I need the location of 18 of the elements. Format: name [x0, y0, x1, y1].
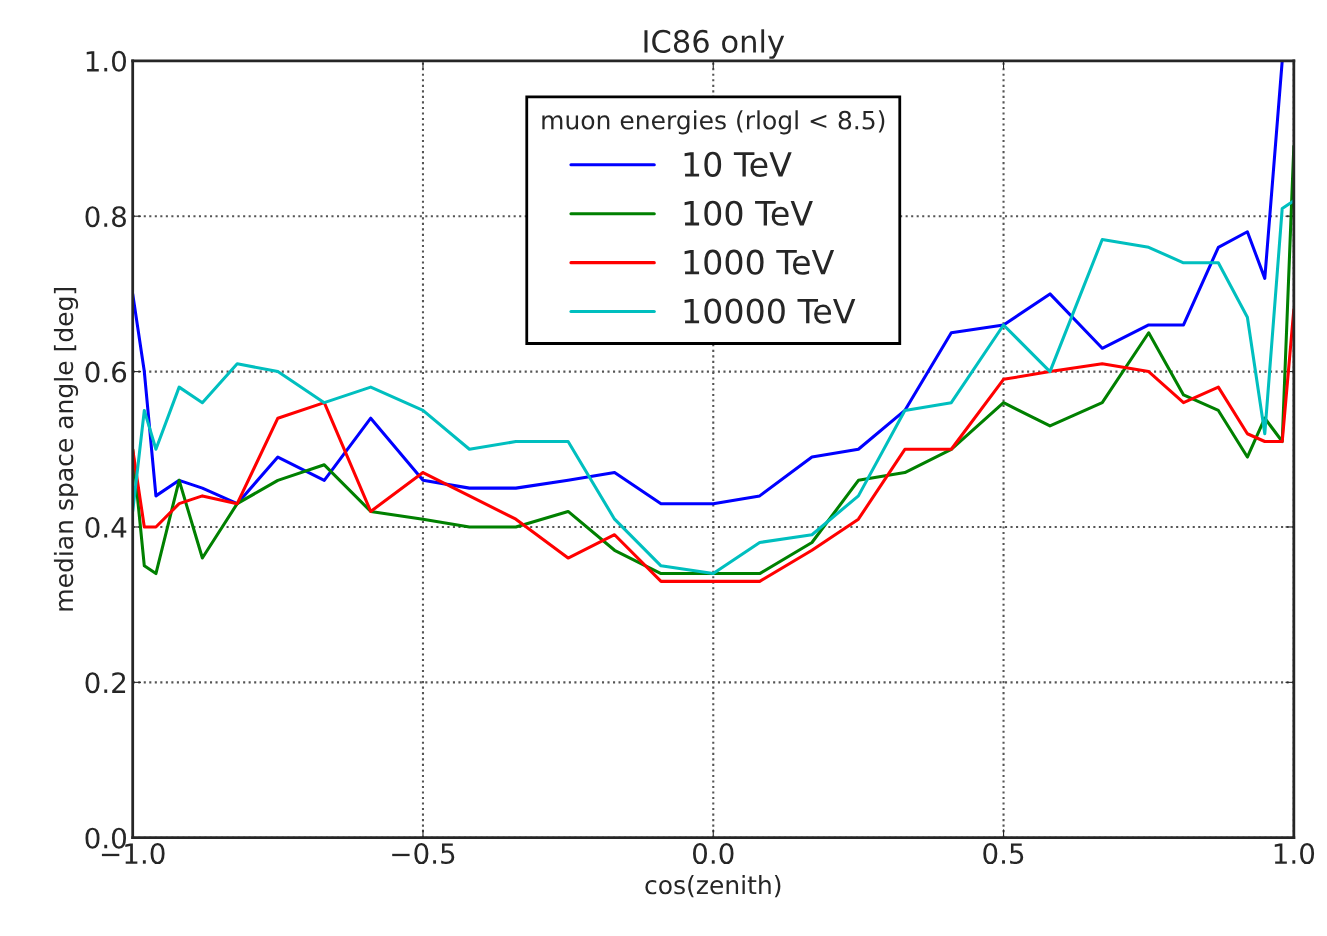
y-tick-label: 0.6 — [85, 361, 127, 383]
x-axis-title: cos(zenith) — [645, 875, 781, 898]
chart-title: IC86 only — [644, 29, 785, 59]
x-tick-label: −0.5 — [392, 843, 455, 865]
legend-title: muon energies (rlogl < 8.5) — [542, 110, 885, 135]
legend-label: 10 TeV — [684, 151, 792, 177]
y-tick-label: 1.0 — [86, 50, 126, 72]
legend-label: 1000 TeV — [684, 249, 835, 275]
legend-label: 100 TeV — [684, 200, 813, 226]
line-series — [132, 60, 1284, 506]
y-tick-label: 0.4 — [85, 516, 127, 538]
legend-label: 10000 TeV — [684, 298, 856, 324]
y-tick-label: 0.8 — [85, 206, 126, 228]
x-tick-label: 0.5 — [983, 843, 1024, 865]
x-tick-label: 1.0 — [1274, 843, 1315, 865]
y-tick-label: 0.2 — [85, 672, 126, 694]
y-axis-title: median space angle [deg] — [53, 287, 79, 611]
x-tick-label: 0.0 — [693, 843, 734, 865]
